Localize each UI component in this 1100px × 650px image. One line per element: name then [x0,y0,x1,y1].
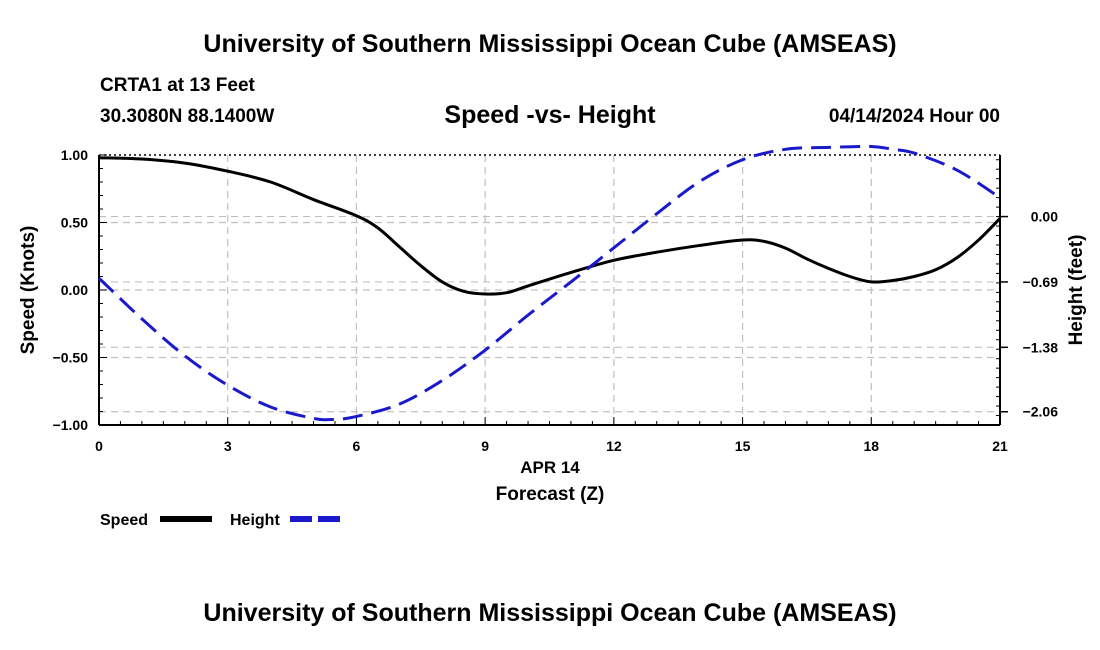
bottom-title: University of Southern Mississippi Ocean… [203,599,897,627]
x-tick-label: 18 [863,438,879,454]
y2-axis-label: Height (feet) [1066,235,1087,346]
y-tick-label: −0.50 [53,350,89,366]
y-tick-label: −1.00 [53,417,89,433]
station-label: CRTA1 at 13 Feet [100,75,255,96]
x-tick-label: 3 [224,438,232,454]
y2-tick-label: −0.69 [1023,274,1059,290]
y-tick-label: 0.50 [61,215,88,231]
top-title: University of Southern Mississippi Ocean… [203,30,897,58]
y-tick-label: 1.00 [61,147,88,163]
legend-label-speed: Speed [100,512,148,529]
y2-tick-label: −1.38 [1023,339,1059,355]
x-tick-label: 12 [606,438,622,454]
x-tick-label: 15 [735,438,751,454]
x-date-label: APR 14 [520,458,580,477]
series-line-height [97,144,1001,422]
x-tick-label: 6 [353,438,361,454]
station-coordinates: 30.3080N 88.1400W [100,106,275,127]
y2-tick-label: −2.06 [1023,404,1059,420]
y-axis-label: Speed (Knots) [18,226,39,355]
y-tick-label: 0.00 [61,282,88,298]
x-tick-label: 0 [95,438,103,454]
legend-label-height: Height [230,512,280,529]
y2-tick-label: 0.00 [1031,209,1058,225]
chart-title: Speed -vs- Height [444,101,656,129]
x-tick-label: 9 [481,438,489,454]
x-axis-label: Forecast (Z) [496,484,605,505]
x-tick-label: 21 [992,438,1008,454]
run-time-label: 04/14/2024 Hour 00 [828,106,1000,127]
series-line-speed [98,156,1002,296]
